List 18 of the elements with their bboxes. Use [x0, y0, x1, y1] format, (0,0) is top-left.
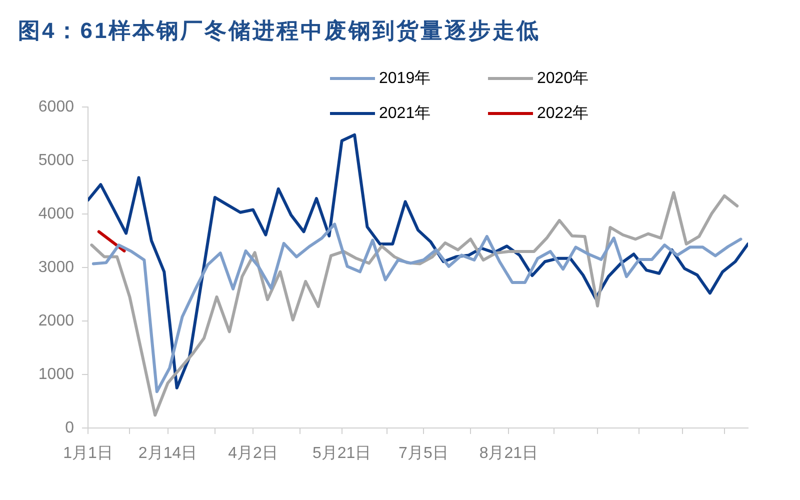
x-tick-label: 2月14日 [138, 445, 198, 462]
y-tick-label: 0 [65, 419, 74, 436]
chart-title: 图4：61样本钢厂冬储进程中废钢到货量逐步走低 [18, 17, 541, 45]
legend-label: 2020年 [537, 69, 589, 89]
x-tick-label: 1月1日 [63, 445, 113, 462]
legend-label: 2019年 [379, 69, 431, 89]
y-tick-label: 3000 [38, 258, 74, 276]
y-tick-label: 5000 [38, 152, 74, 169]
legend-label: 2021年 [379, 104, 431, 124]
x-tick-label: 7月5日 [398, 445, 448, 462]
x-tick-label: 8月21日 [479, 445, 538, 462]
y-tick-label: 4000 [38, 205, 74, 222]
y-tick-label: 1000 [38, 366, 74, 383]
legend-label: 2022年 [537, 104, 589, 124]
x-tick-label: 4月2日 [228, 445, 278, 462]
x-tick-label: 5月21日 [312, 445, 372, 462]
y-tick-label: 6000 [38, 98, 74, 116]
y-tick-label: 2000 [38, 312, 74, 330]
